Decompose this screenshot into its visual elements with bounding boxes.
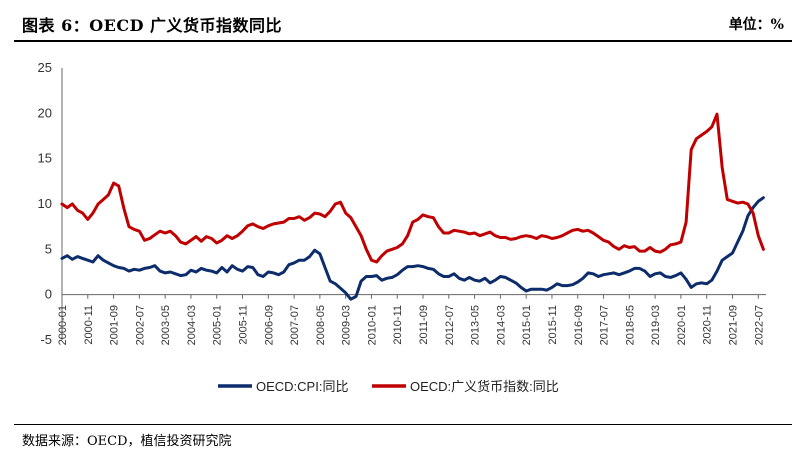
- x-tick-label-16: 2013-05: [470, 305, 482, 345]
- y-tick-label-2: 5: [45, 241, 52, 256]
- chart-header: 图表 6：OECD 广义货币指数同比 单位：%: [0, 0, 806, 42]
- x-tick-label-13: 2010-11: [392, 305, 404, 345]
- page-title: 图表 6：OECD 广义货币指数同比: [22, 16, 283, 35]
- x-tick-label-7: 2005-11: [238, 305, 250, 345]
- x-tick-label-17: 2014-03: [495, 305, 507, 345]
- x-tick-label-12: 2010-01: [366, 305, 378, 345]
- x-tick-label-8: 2006-09: [263, 305, 275, 345]
- x-tick-label-2: 2001-09: [109, 305, 121, 345]
- x-tick-label-5: 2004-03: [186, 305, 198, 345]
- x-tick-label-19: 2015-11: [547, 305, 559, 345]
- x-tick-label-3: 2002-07: [134, 305, 146, 345]
- y-tick-label-0: -5: [40, 332, 52, 347]
- x-tick-label-1: 2000-11: [83, 305, 95, 345]
- source-note: 数据来源：OECD，植信投资研究院: [22, 434, 232, 449]
- footer-rule: [14, 424, 792, 425]
- y-tick-label-6: 25: [38, 60, 52, 75]
- x-tick-label-23: 2019-03: [650, 305, 662, 345]
- x-tick-label-6: 2005-01: [212, 305, 224, 345]
- unit-label: 单位：%: [728, 17, 784, 33]
- x-tick-label-22: 2018-05: [624, 305, 636, 345]
- x-tick-label-18: 2015-01: [521, 305, 533, 345]
- y-tick-label-3: 10: [38, 196, 52, 211]
- x-tick-label-20: 2016-09: [573, 305, 585, 345]
- x-tick-label-15: 2012-07: [444, 305, 456, 345]
- series-line-1: [60, 112, 765, 264]
- legend-label-0: OECD:CPI:同比: [256, 379, 348, 394]
- x-tick-label-14: 2011-09: [418, 305, 430, 345]
- x-tick-label-25: 2020-11: [702, 305, 714, 345]
- x-tick-label-0: 2000-01: [57, 305, 69, 345]
- series-line-0: [60, 196, 765, 301]
- x-tick-label-24: 2020-01: [676, 305, 688, 345]
- header-rule: [14, 40, 792, 42]
- x-tick-label-11: 2009-03: [341, 305, 353, 345]
- x-tick-label-9: 2007-07: [289, 305, 301, 345]
- x-tick-label-10: 2008-05: [315, 305, 327, 345]
- x-tick-label-27: 2022-07: [753, 305, 765, 345]
- y-tick-label-5: 20: [38, 105, 52, 120]
- legend-label-1: OECD:广义货币指数:同比: [410, 379, 559, 394]
- x-tick-label-21: 2017-07: [599, 305, 611, 345]
- y-tick-label-1: 0: [45, 287, 52, 302]
- y-tick-label-4: 15: [38, 151, 52, 166]
- x-tick-label-26: 2021-09: [727, 305, 739, 345]
- x-tick-label-4: 2003-05: [160, 305, 172, 345]
